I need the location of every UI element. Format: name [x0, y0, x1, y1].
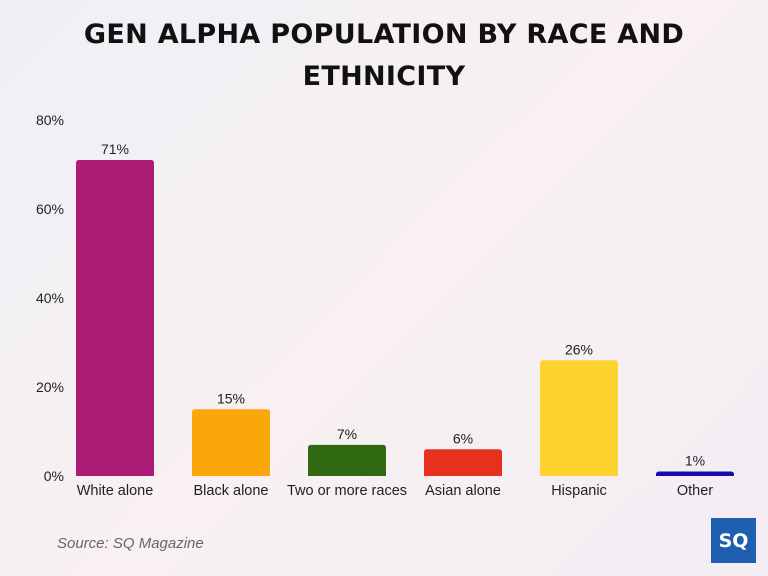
- source-note: Source: SQ Magazine: [57, 535, 204, 552]
- x-tick-label: White alone: [77, 483, 154, 499]
- data-label: 6%: [453, 430, 473, 446]
- data-label: 7%: [337, 426, 357, 442]
- x-tick-label: Asian alone: [425, 483, 501, 499]
- x-tick-label: Black alone: [194, 483, 269, 499]
- bar: [308, 444, 386, 476]
- logo-text: SQ: [718, 529, 749, 552]
- data-label: 71%: [101, 141, 129, 157]
- data-label: 1%: [685, 453, 705, 469]
- x-tick-label: Two or more races: [287, 483, 407, 499]
- bar: [192, 409, 270, 476]
- data-label: 15%: [217, 390, 245, 406]
- bar: [76, 160, 154, 477]
- chart-title: GEN ALPHA POPULATION BY RACE AND ETHNICI…: [83, 19, 685, 92]
- data-label: 26%: [565, 341, 593, 357]
- y-tick-label: 40%: [36, 290, 64, 306]
- y-tick-label: 0%: [44, 468, 64, 484]
- x-tick-label: Hispanic: [551, 483, 607, 499]
- y-tick-label: 80%: [36, 112, 64, 128]
- y-tick-label: 60%: [36, 201, 64, 217]
- sq-logo: SQ: [711, 518, 756, 563]
- y-tick-label: 20%: [36, 379, 64, 395]
- bar: [424, 449, 502, 476]
- x-tick-label: Other: [677, 483, 713, 499]
- bar: [540, 360, 618, 476]
- bar: [656, 471, 734, 476]
